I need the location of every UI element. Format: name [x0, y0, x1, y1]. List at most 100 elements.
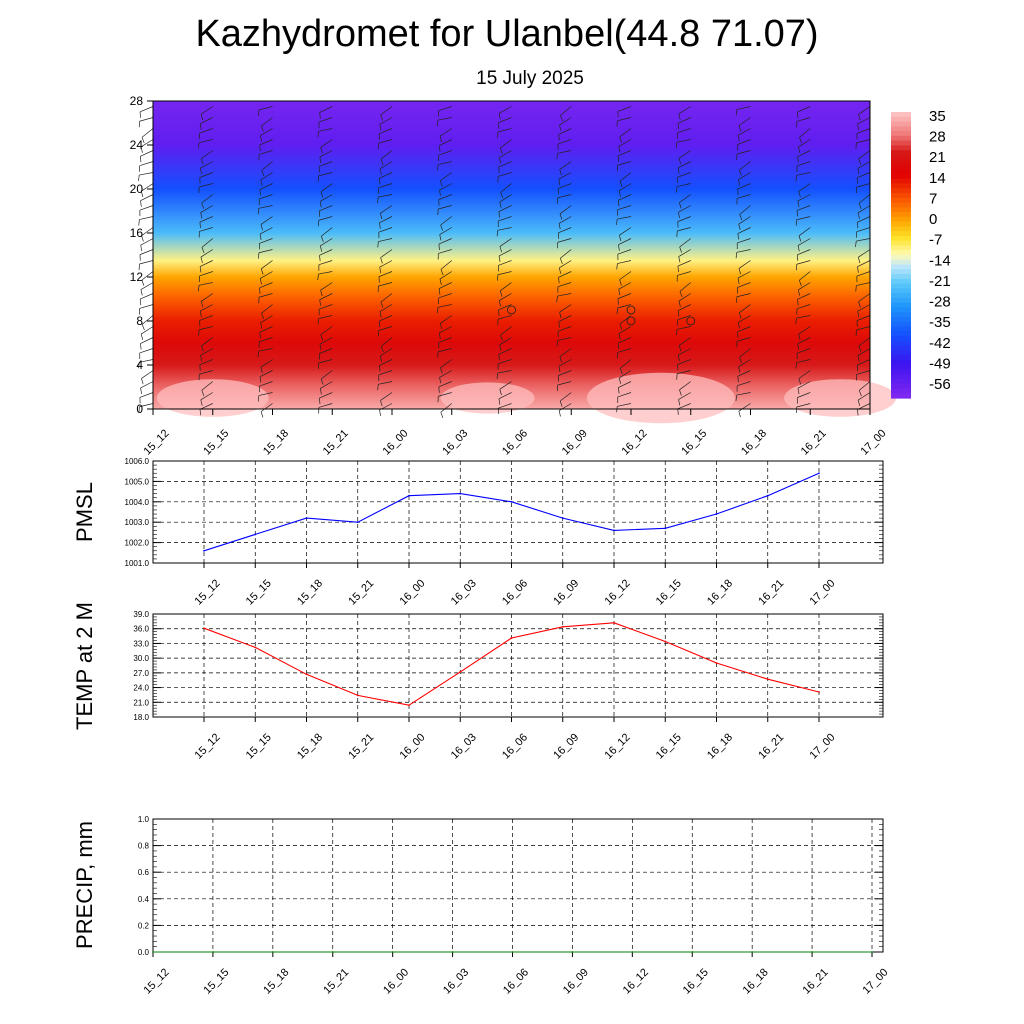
wind-barb: [261, 260, 273, 270]
x-tick-label: 15_21: [346, 731, 376, 761]
data-point: [715, 662, 718, 664]
wind-barb: [141, 128, 154, 138]
wind-barb: [617, 403, 632, 407]
wind-barb-feather: [138, 219, 140, 226]
wind-barb-feather: [437, 164, 439, 171]
wind-barb: [141, 370, 154, 379]
x-tick-label: 15_18: [295, 577, 325, 607]
wind-barb-feather: [739, 357, 742, 363]
x-tick-label: 16_15: [679, 427, 709, 457]
wind-barb-feather: [200, 355, 203, 362]
wind-barb-feather: [438, 332, 441, 339]
wind-barb-feather: [379, 311, 382, 318]
y-tick-label: 28: [130, 94, 144, 108]
wind-barb: [796, 348, 811, 354]
wind-barb: [796, 403, 811, 408]
wind-barb: [378, 139, 393, 144]
x-tick-label: 15_15: [244, 577, 274, 607]
wind-barb: [798, 183, 811, 192]
wind-barb-feather: [320, 236, 324, 242]
x-tick-label: 16_06: [500, 731, 530, 761]
wind-barb: [857, 205, 871, 214]
y-tick-label: 20: [130, 182, 144, 196]
wind-barb-feather: [559, 213, 563, 220]
wind-barb: [139, 205, 154, 211]
wind-barb: [438, 293, 452, 299]
colorbar-swatch: [891, 207, 911, 213]
colorbar-swatch: [891, 226, 911, 232]
wind-barb-feather: [199, 123, 202, 130]
wind-barb: [141, 315, 154, 325]
wind-barb: [559, 161, 572, 170]
y-tick-label: 18.0: [133, 713, 149, 722]
wind-barb-feather: [261, 313, 264, 319]
wind-barb-feather: [200, 212, 203, 219]
wind-barb: [497, 172, 512, 177]
wind-barb: [259, 238, 273, 244]
wind-barb: [500, 183, 512, 193]
x-tick-label: 16_15: [681, 966, 711, 996]
wind-barb: [739, 161, 751, 171]
wind-barb-feather: [199, 266, 202, 273]
wind-barb: [258, 249, 273, 254]
colorbar-swatch: [891, 169, 911, 175]
wind-barb-feather: [319, 344, 322, 351]
wind-barb-feather: [735, 252, 738, 259]
wind-barb-feather: [798, 235, 802, 242]
wind-barb-feather: [439, 136, 443, 143]
wind-barb: [736, 337, 751, 342]
wind-barb-feather: [559, 312, 562, 319]
wind-barb-feather: [738, 223, 741, 230]
colorbar-swatch: [891, 193, 911, 199]
x-tick-label: 15_18: [261, 427, 291, 457]
wind-barb: [678, 249, 691, 257]
y-tick-label: 1004.0: [125, 498, 150, 507]
colorbar-swatch: [891, 293, 911, 299]
wind-barb-feather: [320, 334, 323, 341]
wind-barb: [619, 359, 632, 369]
wind-barb: [737, 183, 751, 190]
colorbar-swatch: [891, 369, 911, 375]
wind-barb: [140, 381, 154, 389]
y-tick-label: 0.4: [138, 895, 150, 904]
wind-barb: [856, 139, 871, 144]
wind-barb: [201, 194, 213, 204]
wind-barb: [260, 315, 273, 324]
wind-barb: [260, 271, 273, 279]
wind-barb: [141, 326, 154, 335]
wind-barb: [378, 238, 393, 242]
wind-barb: [499, 337, 512, 346]
wind-barb: [200, 249, 213, 258]
data-point: [152, 951, 154, 953]
wind-barb-feather: [200, 301, 204, 308]
wind-barb: [677, 304, 691, 311]
wind-barb: [139, 403, 154, 408]
wind-barb-feather: [320, 290, 323, 297]
wind-barb-feather: [799, 137, 802, 144]
x-tick-label: 15_21: [321, 966, 351, 996]
wind-barb-feather: [798, 378, 801, 385]
x-tick-label: 16_06: [500, 427, 530, 457]
wind-barb-feather: [797, 388, 800, 395]
wind-barb-feather: [438, 288, 441, 295]
wind-barb: [737, 326, 751, 333]
wind-barb-feather: [201, 158, 204, 165]
wind-barb-feather: [678, 399, 681, 406]
wind-barb: [438, 161, 452, 165]
wind-barb: [500, 326, 512, 336]
wind-barb: [737, 370, 751, 377]
x-tick-label: 16_03: [449, 577, 479, 607]
wind-barb-feather: [738, 366, 741, 373]
wind-barb: [439, 139, 452, 147]
wind-barb-feather: [558, 223, 561, 230]
wind-barb-feather: [437, 307, 439, 314]
x-tick-label: 15_18: [295, 731, 325, 761]
wind-barb-feather: [320, 378, 324, 385]
wind-barb: [201, 150, 213, 159]
wind-barb: [199, 403, 213, 410]
wind-barb-feather: [616, 263, 618, 270]
y-tick-label: 1002.0: [125, 539, 150, 548]
wind-barb-feather: [436, 120, 439, 127]
wind-barb-feather: [619, 323, 623, 330]
data-point: [510, 500, 513, 503]
